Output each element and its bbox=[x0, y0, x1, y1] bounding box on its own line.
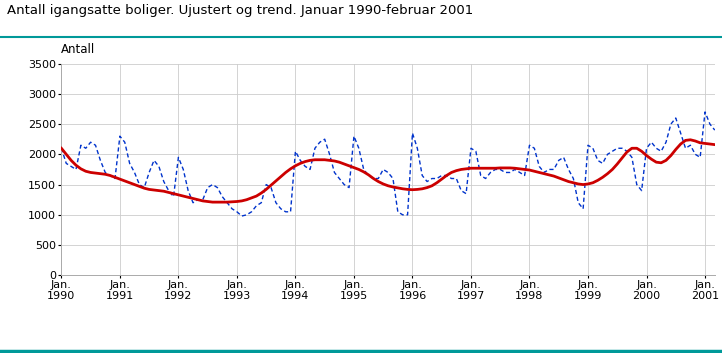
Text: Antall igangsatte boliger. Ujustert og trend. Januar 1990-februar 2001: Antall igangsatte boliger. Ujustert og t… bbox=[7, 4, 474, 17]
Text: Antall: Antall bbox=[61, 43, 95, 56]
